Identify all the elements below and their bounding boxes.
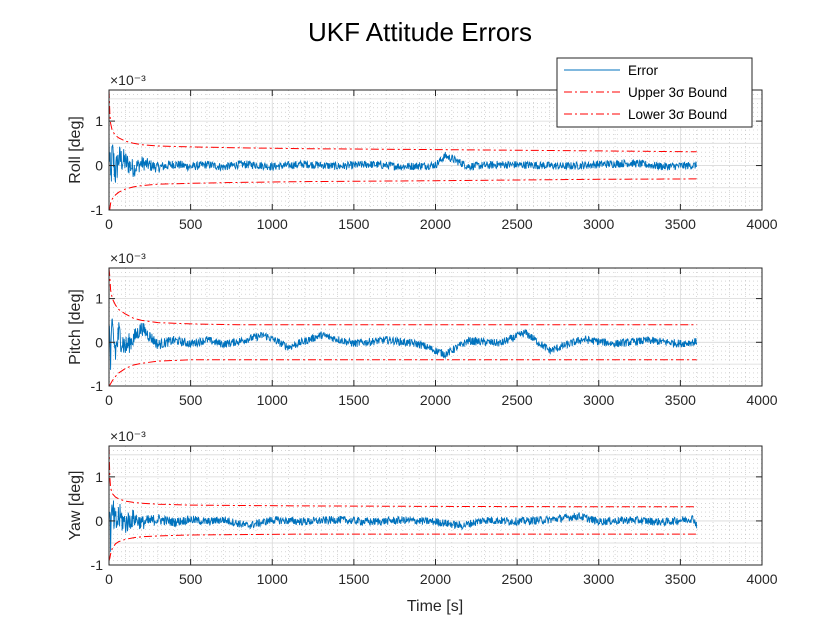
series-lower-bound-line [109, 178, 697, 210]
x-tick-label: 1000 [257, 571, 288, 587]
x-axis-label: Time [s] [407, 598, 463, 615]
x-tick-label: 4000 [746, 571, 777, 587]
x-tick-label: 0 [105, 392, 113, 408]
y-axis-label: Roll [deg] [67, 116, 84, 184]
x-tick-label: 3500 [665, 216, 696, 232]
series-upper-bound-line [109, 268, 697, 326]
x-tick-label: 2500 [502, 571, 533, 587]
y-tick-label: 0 [95, 334, 103, 350]
y-exponent-label: ×10⁻³ [110, 250, 146, 266]
series-lower-bound-line [109, 359, 697, 386]
y-tick-label: 0 [95, 513, 103, 529]
series-error-line [109, 500, 698, 552]
x-tick-label: 1500 [338, 392, 369, 408]
x-tick-label: 2500 [502, 216, 533, 232]
chart-title: UKF Attitude Errors [308, 17, 532, 47]
x-tick-label: 0 [105, 216, 113, 232]
series-error-line [109, 136, 698, 183]
subplots: 0 500 1000 1500 2000 2500 3000 3500 4000-101×10⁻… [67, 72, 778, 587]
x-tick-label: 4000 [746, 216, 777, 232]
y-tick-label: -1 [91, 557, 104, 573]
series-lower-bound-line [109, 533, 697, 561]
y-tick-label: 1 [95, 113, 103, 129]
x-tick-label: 0 [105, 571, 113, 587]
y-exponent-label: ×10⁻³ [110, 72, 146, 88]
x-tick-label: 3000 [583, 216, 614, 232]
x-tick-label: 500 [179, 571, 203, 587]
y-exponent-label: ×10⁻³ [110, 428, 146, 444]
x-tick-label: 1000 [257, 392, 288, 408]
legend[interactable]: Error Upper 3σ Bound Lower 3σ Bound [556, 57, 753, 128]
series-upper-bound-line [109, 90, 697, 153]
y-axis-label: Yaw [deg] [67, 471, 84, 541]
x-tick-label: 3000 [583, 392, 614, 408]
x-tick-label: 3000 [583, 571, 614, 587]
legend-label-error: Error [628, 63, 659, 78]
x-tick-label: 4000 [746, 392, 777, 408]
x-tick-label: 2000 [420, 571, 451, 587]
y-tick-label: -1 [91, 378, 104, 394]
x-tick-label: 500 [179, 392, 203, 408]
x-tick-label: 1500 [338, 571, 369, 587]
y-tick-label: -1 [91, 202, 104, 218]
x-tick-label: 1000 [257, 216, 288, 232]
subplot-2: 0 500 1000 1500 2000 2500 3000 3500 4000-101×10⁻… [67, 250, 778, 408]
x-tick-label: 2500 [502, 392, 533, 408]
x-tick-label: 500 [179, 216, 203, 232]
x-tick-label: 3500 [665, 392, 696, 408]
y-tick-label: 1 [95, 469, 103, 485]
legend-label-upper-bound: Upper 3σ Bound [628, 85, 727, 100]
series-error-line [109, 318, 698, 370]
legend-label-lower-bound: Lower 3σ Bound [628, 107, 727, 122]
y-tick-label: 0 [95, 158, 103, 174]
y-tick-label: 1 [95, 291, 103, 307]
series-upper-bound-line [109, 446, 697, 508]
x-tick-label: 3500 [665, 571, 696, 587]
subplot-3: 0 500 1000 1500 2000 2500 3000 3500 4000-101×10⁻… [67, 428, 778, 587]
x-tick-label: 2000 [420, 392, 451, 408]
x-tick-label: 2000 [420, 216, 451, 232]
y-axis-label: Pitch [deg] [67, 289, 84, 365]
x-tick-label: 1500 [338, 216, 369, 232]
